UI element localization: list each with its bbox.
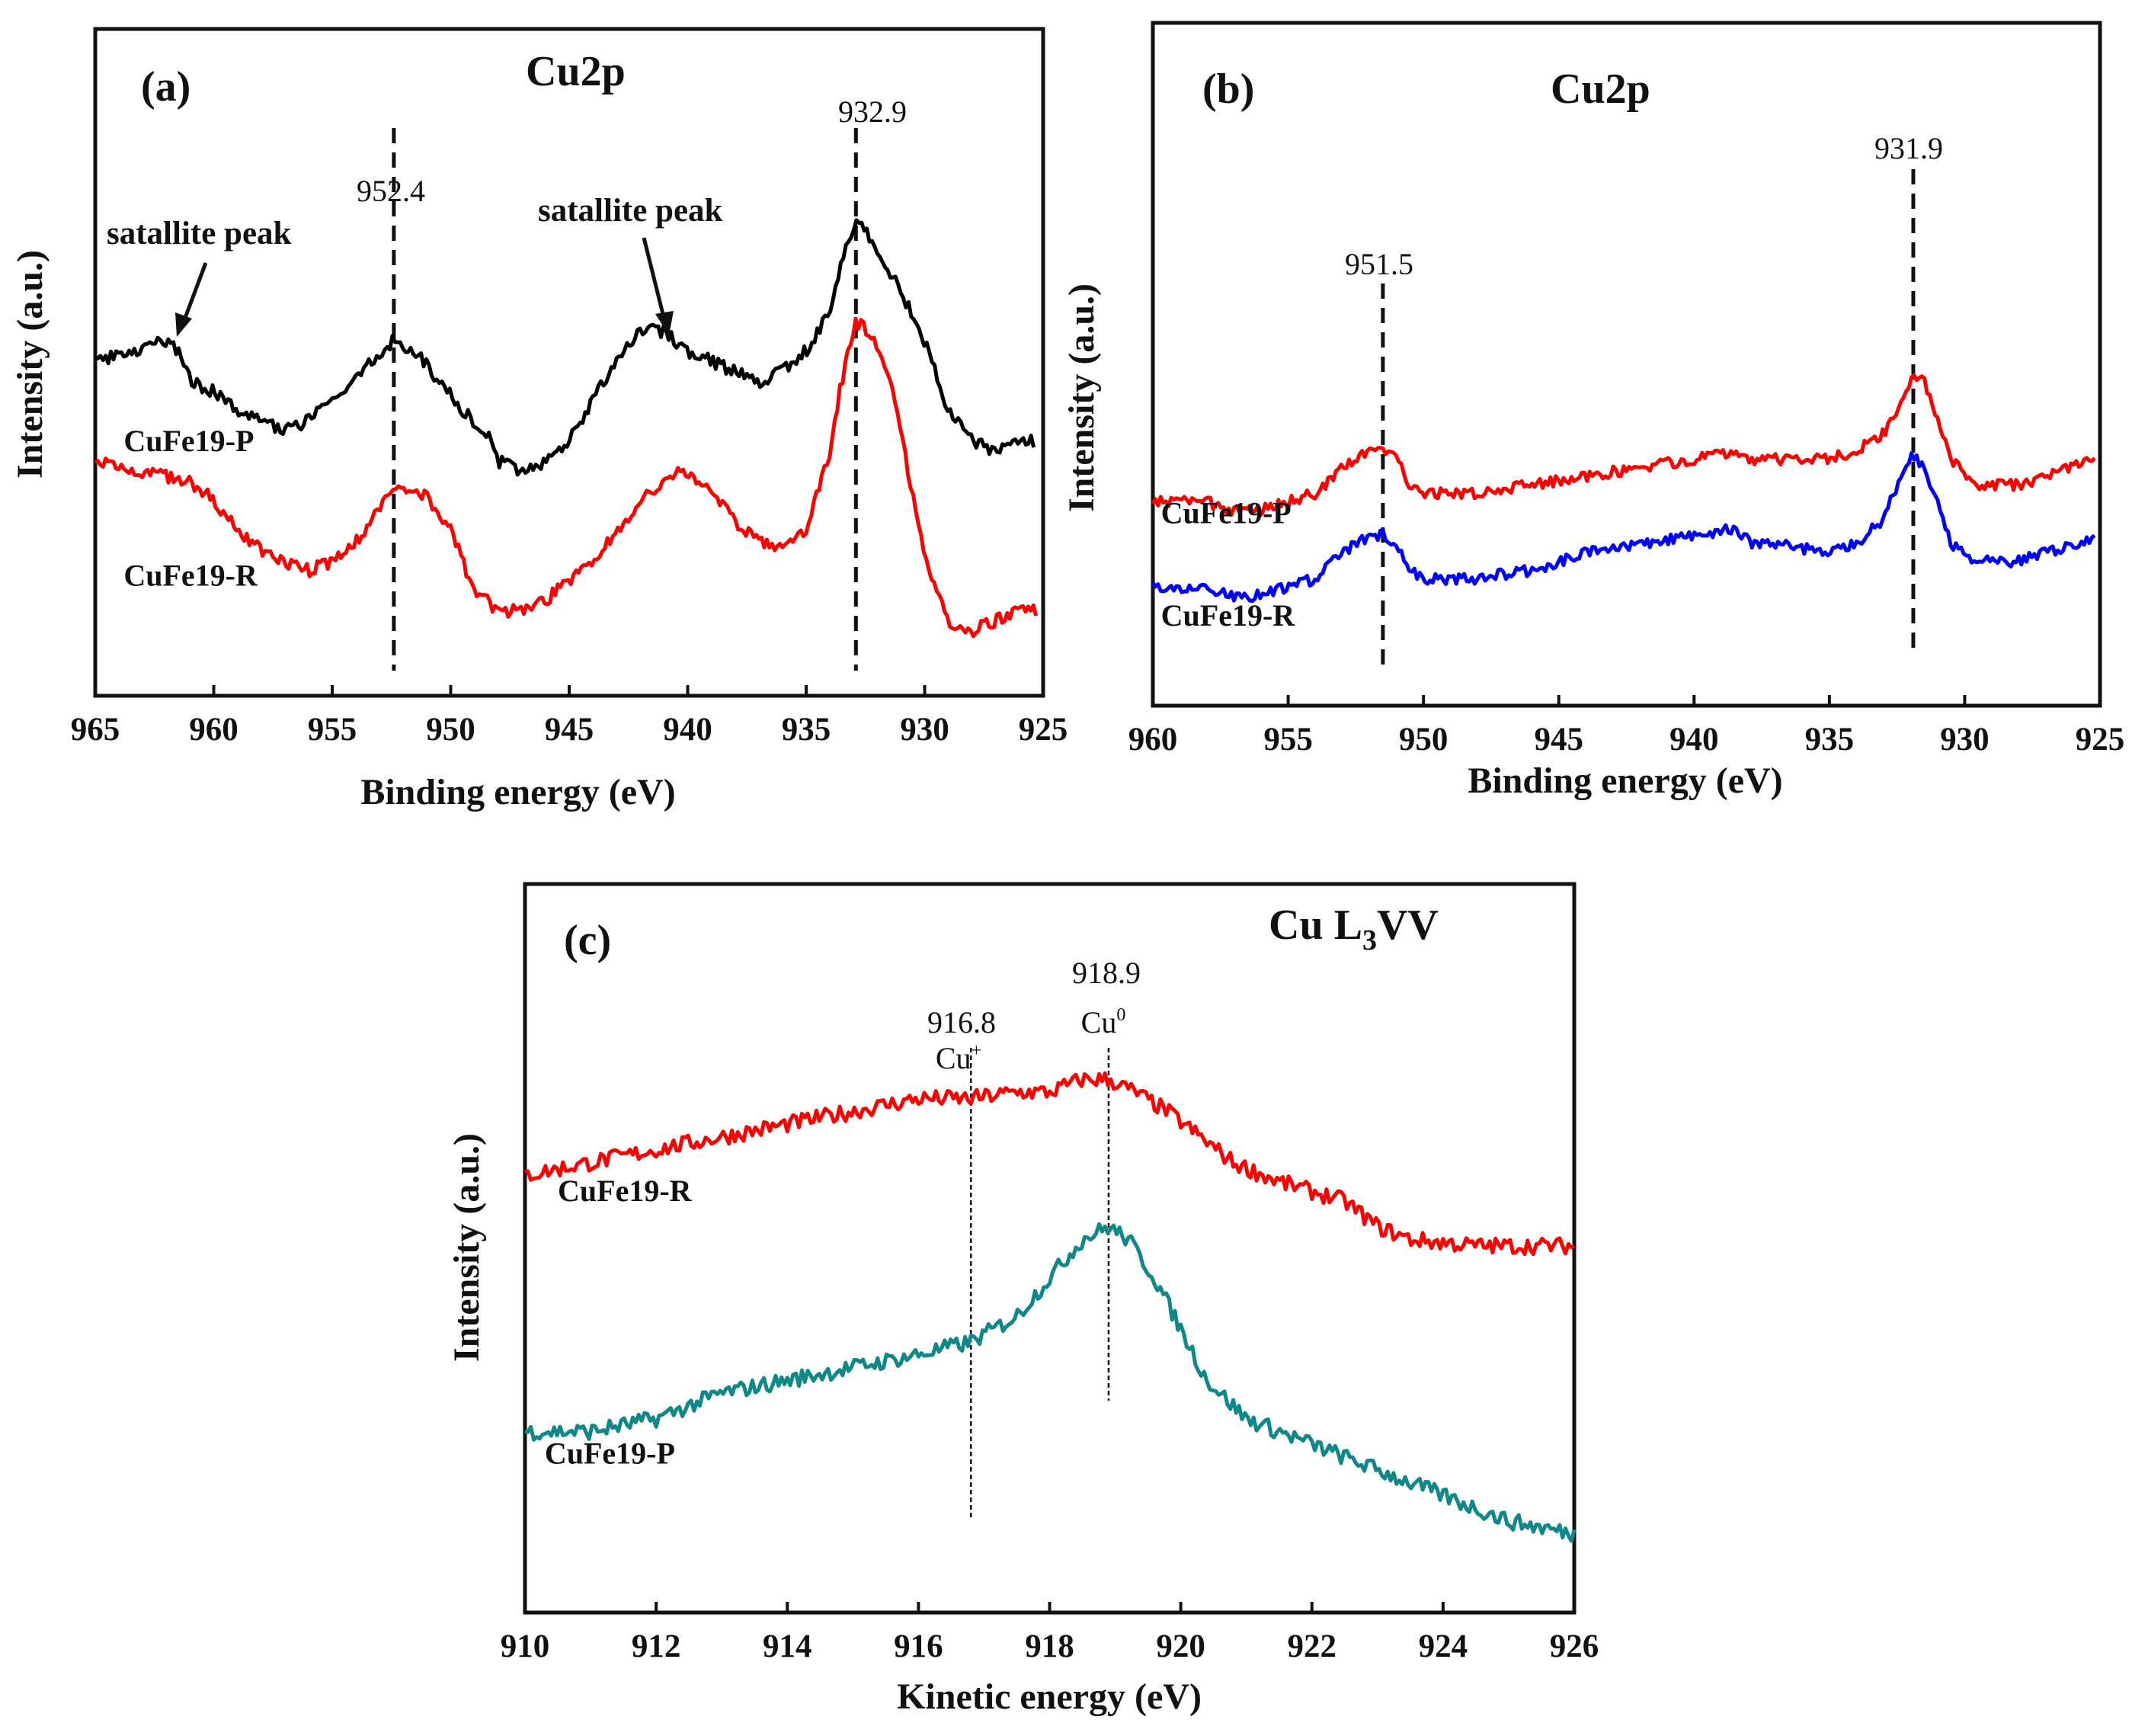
panel-b-label: (b) [1202,66,1254,113]
panel-c: CuFe19-R CuFe19-P 910 912 914 916 918 920 922 92… [447,882,1599,1717]
panel-b-peak-951: 951.5 [1345,247,1413,281]
panel-c-tick-label: 922 [1288,1629,1337,1664]
panel-a-peak-932: 932.9 [838,94,907,129]
panel-a-tick-label: 965 [71,712,120,748]
panel-a-tick-label: 925 [1019,712,1068,748]
panel-b-x-axis: 960 955 950 945 940 935 930 925 [1128,695,2125,757]
panel-c-frame [523,882,1577,1615]
panel-a: CuFe19-P CuFe19-R 965 960 955 950 945 940 935 93… [10,27,1068,812]
panel-c-legend-cufe19-p: CuFe19-P [545,1436,675,1470]
panel-a-satellite-arrow-1 [175,262,208,337]
panel-b-title: Cu2p [1551,66,1650,113]
panel-a-series-cufe19-p [94,218,1036,477]
panel-c-series-cufe19-p [524,1222,1577,1543]
panel-c-tick-label: 912 [632,1629,681,1664]
panel-a-plot-area: CuFe19-P CuFe19-R [94,128,1039,671]
panel-a-tick-label: 930 [900,712,949,748]
panel-c-tick-label: 914 [763,1629,812,1664]
panel-c-cu0-charge: 0 [1116,1005,1125,1025]
panel-a-x-axis: 965 960 955 950 945 940 935 930 925 [71,685,1068,748]
panel-a-peak-952: 952.4 [357,174,425,208]
panel-c-plot-area: CuFe19-R CuFe19-P [524,1048,1577,1543]
panel-a-title: Cu2p [526,48,626,95]
panel-a-tick-label: 955 [308,712,357,748]
panel-c-y-axis-title: Intensity (a.u.) [447,1133,487,1362]
panel-a-tick-label: 935 [782,712,831,748]
panel-b-tick-label: 930 [1940,722,1990,757]
panel-a-legend-cufe19-r: CuFe19-R [123,559,258,593]
panel-c-tick-label: 920 [1156,1629,1205,1664]
panel-b-tick-label: 925 [2076,722,2125,757]
panel-b-series-cufe19-r [1151,451,2096,604]
panel-b-tick-label: 960 [1128,722,1178,757]
panel-b-tick-label: 950 [1399,722,1449,757]
panel-c-peak-918-species: Cu0 [1081,1005,1126,1039]
panel-c-title: Cu L3VV [1269,902,1439,956]
panel-b-series-cufe19-p [1151,373,2096,517]
panel-a-tick-label: 940 [663,712,712,748]
panel-a-x-axis-title: Binding energy (eV) [360,772,675,812]
panel-c-peak-916-species: Cu+ [936,1041,981,1075]
panel-c-x-axis: 910 912 914 916 918 920 922 924 926 [501,1602,1599,1664]
panel-a-satellite-label-2: satallite peak [538,193,723,229]
panel-a-tick-label: 960 [189,712,238,748]
panel-a-y-axis-title: Intensity (a.u.) [10,250,50,479]
panel-a-satellite-arrow-2 [642,237,674,335]
panel-c-series-cufe19-r [524,1071,1575,1257]
panel-b-tick-label: 940 [1669,722,1719,757]
panel-c-tick-label: 916 [894,1629,943,1664]
panel-b-legend-cufe19-p: CuFe19-P [1161,495,1292,530]
panel-b-tick-label: 945 [1534,722,1583,757]
panel-c-cu-plus-charge: + [972,1041,982,1061]
panel-b-x-axis-title: Binding energy (eV) [1468,761,1782,801]
panel-a-satellite-label-1: satallite peak [107,216,292,251]
panel-c-label: (c) [564,917,611,964]
panel-b-frame [1151,21,2102,708]
panel-c-peak-918-value: 918.9 [1072,956,1141,990]
panel-a-series-cufe19-r [94,316,1039,639]
panel-c-title-tail: VV [1377,902,1439,949]
panel-a-legend-cufe19-p: CuFe19-P [123,424,254,458]
panel-c-title-sub: 3 [1362,924,1377,956]
panel-a-label: (a) [141,63,190,111]
panel-b-legend-cufe19-r: CuFe19-R [1161,598,1296,633]
panel-a-tick-label: 945 [545,712,594,748]
panel-b: CuFe19-P CuFe19-R 960 955 950 945 940 935 930 92… [1061,21,2125,801]
panel-a-frame [93,27,1045,698]
panel-c-tick-label: 924 [1419,1629,1468,1664]
panel-c-peak-916-value: 916.8 [927,1005,996,1039]
panel-c-tick-label: 918 [1025,1629,1074,1664]
panel-b-tick-label: 935 [1805,722,1855,757]
panel-b-y-axis-title: Intensity (a.u.) [1061,283,1102,512]
panel-c-cu-plus-text: Cu [936,1041,972,1075]
panel-b-peak-931: 931.9 [1874,131,1943,165]
panel-c-tick-label: 910 [501,1629,550,1664]
panel-c-cu0-text: Cu [1081,1005,1117,1039]
panel-c-x-axis-title: Kinetic energy (eV) [897,1677,1202,1717]
panel-a-tick-label: 950 [426,712,475,748]
panel-c-title-main: Cu L [1269,902,1362,949]
panel-c-tick-label: 926 [1550,1629,1599,1664]
panel-c-legend-cufe19-r: CuFe19-R [558,1174,693,1208]
panel-b-plot-area: CuFe19-P CuFe19-R [1151,169,2096,672]
panel-b-tick-label: 955 [1263,722,1313,757]
